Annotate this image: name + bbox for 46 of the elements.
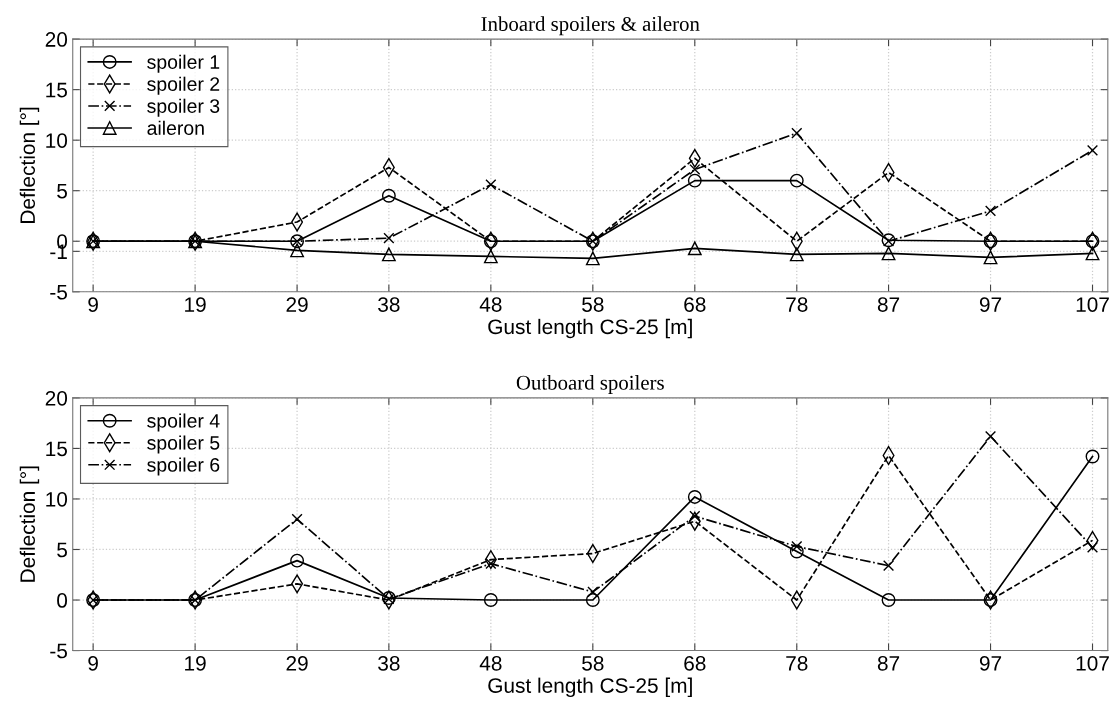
- chart-title: Inboard spoilers & aileron: [481, 16, 700, 36]
- x-axis-title: Gust length CS-25 [m]: [488, 318, 692, 339]
- x-tick-label: 58: [582, 655, 604, 671]
- x-tick-label: 87: [877, 655, 900, 671]
- y-tick-label: -5: [50, 284, 67, 300]
- x-tick-label: 97: [979, 655, 1002, 671]
- x-tick-label: 19: [185, 655, 206, 671]
- legend-label: spoiler 3: [147, 98, 220, 117]
- y-tick-label: 15: [46, 441, 67, 457]
- y-tick-label: 5: [57, 542, 67, 558]
- chart-title: Outboard spoilers: [516, 375, 664, 394]
- y-tick-label: 5: [57, 183, 67, 199]
- y-tick-label: 0: [57, 593, 68, 608]
- x-tick-label: 29: [286, 655, 308, 671]
- legend-label: spoiler 2: [147, 76, 220, 95]
- x-tick-label: 38: [378, 297, 400, 312]
- y-tick-label: -5: [50, 643, 67, 659]
- x-tick-label: 68: [684, 297, 706, 312]
- legend-label: spoiler 5: [147, 435, 220, 454]
- x-tick-label: 107: [1076, 655, 1109, 671]
- y-axis-title: Deflection [°]: [19, 107, 40, 223]
- x-tick-label: 107: [1076, 297, 1109, 312]
- y-tick-label: 20: [45, 32, 68, 47]
- x-tick-label: 97: [979, 297, 1002, 312]
- x-axis-title: Gust length CS-25 [m]: [488, 677, 692, 698]
- y-tick-label: 10: [46, 491, 68, 507]
- y-axis-title: Deflection [°]: [19, 466, 40, 582]
- x-tick-label: 78: [786, 297, 808, 312]
- legend-label: aileron: [147, 120, 204, 135]
- x-tick-label: 48: [479, 655, 502, 671]
- x-tick-label: 9: [88, 655, 98, 671]
- x-tick-label: 29: [286, 297, 308, 312]
- x-tick-label: 87: [877, 297, 900, 312]
- legend-label: spoiler 6: [147, 457, 220, 476]
- x-tick-label: 38: [378, 655, 400, 671]
- legend-label: spoiler 1: [147, 54, 220, 73]
- x-tick-label: 19: [185, 297, 206, 312]
- legend-label: spoiler 4: [147, 413, 220, 432]
- x-tick-label: 58: [582, 297, 604, 312]
- x-tick-label: 48: [479, 297, 502, 312]
- x-tick-label: 9: [88, 297, 98, 312]
- x-tick-label: 78: [786, 655, 808, 671]
- y-tick-label: 10: [46, 133, 68, 148]
- y-tick-label: 20: [45, 390, 68, 406]
- y-tick-label: 15: [46, 82, 67, 98]
- x-tick-label: 68: [684, 655, 706, 671]
